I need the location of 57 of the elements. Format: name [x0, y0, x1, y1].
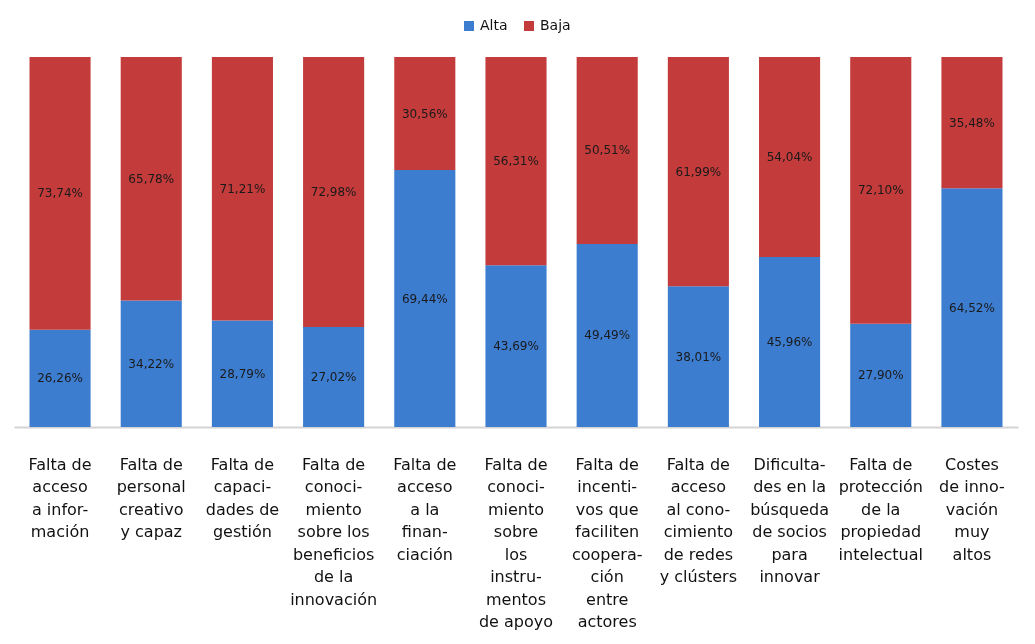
- x-tick-label: Falta de conoci- miento sobre los instru- mentos de apoyo: [478, 454, 554, 631]
- bar: [29, 57, 91, 330]
- bar: [303, 57, 365, 328]
- x-tick-label: Falta de acceso a infor- mación: [28, 454, 92, 541]
- data-label: 64,52%: [949, 300, 995, 315]
- bar: [576, 243, 638, 427]
- bar: [211, 320, 273, 427]
- data-label: 49,49%: [584, 328, 631, 343]
- bar: [941, 57, 1003, 189]
- bar: [759, 256, 821, 427]
- legend-label: Alta: [480, 17, 508, 33]
- bar: [667, 57, 729, 287]
- x-tick-label: Dificulta- des en la búsqueda de socios para innovar: [750, 454, 829, 586]
- bar: [394, 57, 456, 171]
- bar: [850, 57, 912, 324]
- data-label: 43,69%: [493, 339, 539, 354]
- data-label: 28,79%: [219, 366, 266, 381]
- bar: [211, 57, 273, 321]
- bar: [485, 265, 547, 427]
- data-label: 54,04%: [766, 149, 813, 164]
- bar: [303, 327, 365, 427]
- data-label: 35,48%: [949, 115, 995, 130]
- x-tick-label: Falta de capaci- dades de gestión: [205, 454, 280, 541]
- x-tick-label: Falta de acceso al cono- cimiento de redes y clústers: [659, 454, 738, 586]
- bar: [850, 323, 912, 427]
- x-tick-label: Falta de conoci- miento sobre los beneficios de la innovación: [290, 454, 378, 609]
- data-label: 26,26%: [37, 371, 83, 386]
- data-label: 56,31%: [493, 154, 539, 169]
- bar: [120, 300, 182, 427]
- data-label: 30,56%: [401, 106, 448, 121]
- x-tick-label: Costes de inno- vación muy altos: [939, 454, 1005, 564]
- legend-label: Baja: [540, 17, 571, 33]
- bar: [667, 286, 729, 427]
- data-label: 72,10%: [857, 183, 904, 198]
- data-label: 73,74%: [37, 186, 83, 201]
- data-label: 34,22%: [128, 356, 175, 371]
- data-label: 72,98%: [310, 185, 357, 200]
- data-label: 69,44%: [401, 291, 448, 306]
- bar: [759, 57, 821, 257]
- x-tick-label: Falta de personal creativo y capaz: [116, 454, 186, 541]
- data-label: 27,90%: [857, 368, 904, 383]
- bar: [120, 57, 182, 301]
- data-label: 71,21%: [219, 181, 266, 196]
- data-label: 61,99%: [675, 164, 722, 179]
- x-tick-label: Falta de protección de la propiedad intelectual: [838, 454, 923, 564]
- bar: [394, 170, 456, 427]
- data-label: 50,51%: [584, 143, 631, 158]
- x-tick-label: Falta de incenti- vos que faciliten coopera- ción entre actores: [571, 454, 643, 631]
- data-label: 65,78%: [128, 171, 175, 186]
- bar: [29, 329, 91, 427]
- x-tick-label: Falta de acceso a la finan- ciación: [393, 454, 457, 564]
- data-label: 27,02%: [310, 370, 357, 385]
- data-label: 45,96%: [766, 334, 813, 349]
- data-label: 38,01%: [675, 349, 722, 364]
- bar: [576, 57, 638, 244]
- bar: [941, 188, 1003, 427]
- bar: [485, 57, 547, 266]
